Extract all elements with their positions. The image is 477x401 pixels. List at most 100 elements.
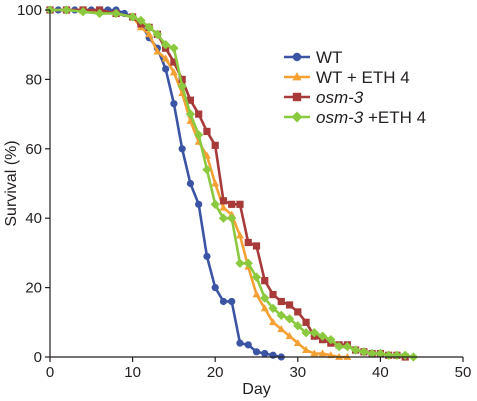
legend-label: osm-3 +ETH 4 <box>316 108 426 127</box>
data-point <box>302 318 310 326</box>
x-tick-label: 0 <box>46 364 54 381</box>
data-point <box>194 130 204 140</box>
data-point <box>367 348 377 359</box>
data-point <box>161 54 170 62</box>
data-point <box>227 213 237 223</box>
data-point <box>269 351 277 359</box>
x-tick-label: 20 <box>207 364 224 381</box>
legend-label-main: WT <box>316 48 342 67</box>
x-tick-label: 50 <box>455 364 472 381</box>
data-point <box>400 350 410 360</box>
x-tick-label: 10 <box>124 364 141 381</box>
data-point <box>211 284 219 292</box>
data-point <box>152 29 163 39</box>
data-point <box>178 145 186 153</box>
data-point <box>195 110 203 118</box>
data-point <box>169 68 178 76</box>
y-tick-label: 100 <box>17 2 42 19</box>
legend-entry: osm-3 +ETH 4 <box>284 108 426 127</box>
legend-label-main: osm-3 <box>316 88 364 107</box>
legend-swatch-marker <box>292 52 302 62</box>
data-point <box>284 314 295 324</box>
data-point <box>359 347 369 357</box>
legend-entry: WT + ETH 4 <box>284 68 410 87</box>
y-tick-label: 40 <box>25 210 42 227</box>
data-point <box>78 7 88 17</box>
data-point <box>228 200 236 208</box>
data-point <box>170 100 178 108</box>
legend-label: WT <box>316 48 342 67</box>
data-point <box>309 328 319 338</box>
y-ticks: 0 20 40 60 80 100 <box>17 2 50 366</box>
data-point <box>160 40 171 50</box>
data-point <box>310 349 319 357</box>
legend-label-main: osm-3 <box>316 108 364 127</box>
data-point <box>186 179 195 188</box>
data-point <box>244 341 252 349</box>
data-point <box>261 349 269 358</box>
data-point <box>301 328 311 338</box>
x-tick-label: 30 <box>289 364 306 381</box>
data-point <box>318 349 327 357</box>
data-point <box>294 308 302 316</box>
data-point <box>251 272 262 282</box>
series-line <box>50 8 348 359</box>
data-point <box>219 197 228 205</box>
data-point <box>195 200 203 208</box>
data-point <box>350 345 361 355</box>
data-point <box>277 297 285 306</box>
data-point <box>392 350 402 360</box>
legend-entry: osm-3 <box>284 88 364 107</box>
data-point <box>326 334 336 345</box>
data-point <box>145 30 154 38</box>
data-point <box>252 290 261 298</box>
legend-label: osm-3 <box>316 88 364 107</box>
y-tick-label: 60 <box>25 141 42 158</box>
data-point <box>383 350 394 360</box>
data-point <box>252 348 261 356</box>
data-point <box>136 15 146 26</box>
data-point <box>343 352 352 360</box>
data-point <box>210 199 220 209</box>
data-point <box>276 310 286 321</box>
data-point <box>342 341 353 352</box>
series-wt-eth-4 <box>46 5 352 360</box>
data-point <box>170 58 178 66</box>
x-axis-title: Day <box>242 381 270 398</box>
data-point <box>61 5 72 15</box>
legend-label: WT + ETH 4 <box>316 68 410 87</box>
series-line <box>50 8 406 359</box>
legend-swatch-marker <box>292 92 302 102</box>
legend-label-suffix: +ETH 4 <box>363 108 426 127</box>
data-point <box>218 213 229 223</box>
data-point <box>186 96 195 104</box>
data-point <box>317 331 328 341</box>
data-point <box>334 341 344 352</box>
data-point <box>236 339 244 347</box>
legend-label-suffix: + ETH 4 <box>342 68 410 87</box>
data-point <box>269 318 277 326</box>
data-point <box>219 203 228 211</box>
data-point <box>235 258 245 268</box>
data-point <box>203 252 211 260</box>
legend-swatch-marker <box>292 72 302 81</box>
data-point <box>219 297 228 306</box>
data-point <box>243 258 253 268</box>
data-point <box>185 109 196 119</box>
x-tick-label: 40 <box>372 364 389 381</box>
y-tick-label: 20 <box>25 280 42 297</box>
data-point <box>375 348 386 359</box>
data-point <box>244 238 252 247</box>
legend-entry: WT <box>284 48 342 67</box>
series-line <box>50 8 282 359</box>
data-point <box>236 200 244 208</box>
data-point <box>169 43 179 53</box>
data-point <box>202 164 212 175</box>
data-point <box>111 8 121 19</box>
data-point <box>178 75 186 83</box>
data-point <box>94 8 105 19</box>
y-tick-label: 0 <box>34 349 42 366</box>
data-point <box>285 332 294 340</box>
data-point <box>293 338 302 346</box>
